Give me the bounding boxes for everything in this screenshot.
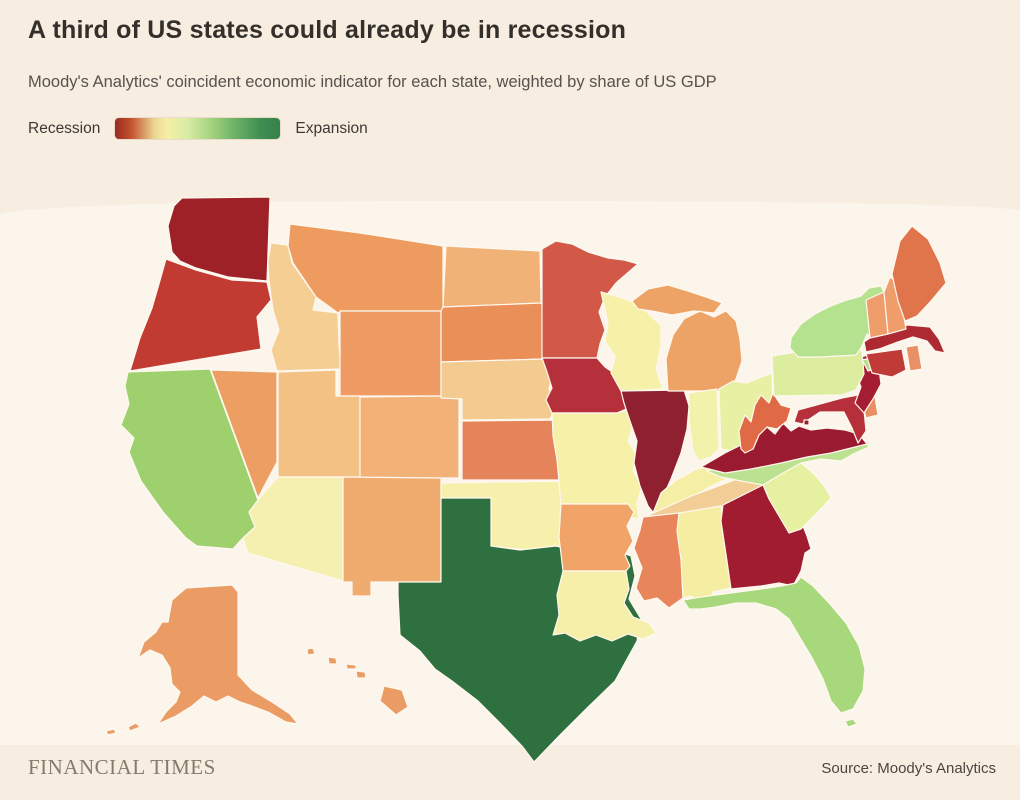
state-MO: Missouri: neutral bbox=[551, 409, 643, 520]
state-WY: Wyoming: mild recession bbox=[339, 310, 442, 397]
legend-label-expansion: Expansion bbox=[295, 119, 368, 137]
state-AR: Arkansas: mild recession bbox=[558, 503, 635, 572]
source-text: Source: Moody's Analytics bbox=[821, 760, 996, 777]
legend: Recession Expansion bbox=[28, 118, 368, 139]
state-RI: Rhode Island: mild recession bbox=[905, 344, 923, 372]
state-LA: Louisiana: neutral bbox=[552, 570, 657, 642]
state-DC: District of Columbia: deep recession bbox=[803, 419, 810, 426]
state-CO: Colorado: mild recession bbox=[359, 395, 460, 479]
state-FL: Florida: expansion bbox=[682, 576, 866, 728]
legend-label-recession: Recession bbox=[28, 119, 101, 137]
state-CT: Connecticut: recession bbox=[865, 348, 907, 378]
ft-logo: FINANCIAL TIMES bbox=[28, 755, 216, 779]
legend-gradient-bar bbox=[115, 118, 281, 139]
header: A third of US states could already be in… bbox=[28, 0, 992, 92]
state-NV: Nevada: mild recession bbox=[210, 369, 278, 499]
state-HI: Hawaii: mild recession bbox=[306, 647, 409, 716]
state-AK: Alaska: mild recession bbox=[105, 584, 299, 736]
state-ND: North Dakota: mild recession bbox=[442, 245, 542, 308]
state-MI: Michigan: mild recession bbox=[631, 284, 743, 392]
state-ME: Maine: mild recession bbox=[891, 225, 947, 322]
state-MN: Minnesota: recession bbox=[541, 240, 639, 359]
state-NM: New Mexico: mild recession bbox=[342, 476, 442, 597]
state-IN: Indiana: neutral bbox=[688, 388, 720, 462]
page-subtitle: Moody's Analytics' coincident economic i… bbox=[28, 73, 717, 91]
state-MS: Mississippi: mild recession bbox=[633, 512, 684, 609]
state-OR: Oregon: recession bbox=[129, 258, 272, 372]
state-WA: Washington: deep recession bbox=[167, 196, 271, 282]
state-SD: South Dakota: mild recession bbox=[440, 302, 550, 363]
page-title: A third of US states could already be in… bbox=[28, 16, 627, 44]
state-WV: West Virginia: mild recession bbox=[738, 392, 792, 454]
state-MD: Maryland: recession bbox=[793, 394, 867, 444]
